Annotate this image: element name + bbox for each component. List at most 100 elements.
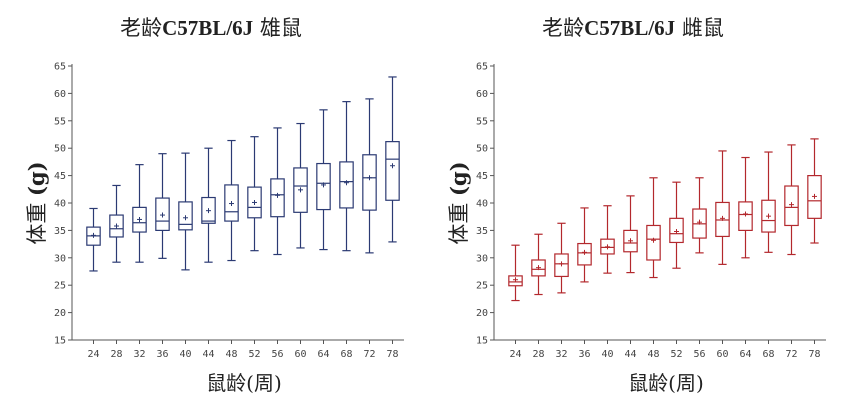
- y-tick-label: 35: [54, 226, 66, 237]
- y-tick-label: 20: [476, 308, 488, 319]
- iqr-box: [270, 178, 285, 218]
- x-axis-label: 鼠龄(周): [206, 371, 282, 395]
- box-40: [178, 152, 193, 271]
- box-64: [316, 109, 331, 251]
- box-44: [623, 195, 638, 274]
- title-suffix: 雄鼠: [253, 16, 302, 40]
- box-44: [201, 147, 216, 263]
- chart-title: 老龄C57BL/6J 雄鼠: [0, 12, 422, 42]
- box-52: [247, 136, 262, 252]
- box-64: [738, 156, 753, 259]
- x-tick-label: 44: [624, 349, 636, 360]
- x-tick-label: 68: [762, 349, 774, 360]
- box-72: [362, 98, 377, 254]
- x-tick-label: 78: [808, 349, 820, 360]
- x-tick-label: 44: [202, 349, 214, 360]
- x-tick-label: 24: [87, 349, 99, 360]
- y-tick-label: 60: [476, 89, 488, 100]
- x-tick-label: 32: [555, 349, 567, 360]
- box-48: [224, 139, 239, 262]
- x-tick-label: 72: [785, 349, 797, 360]
- iqr-box: [247, 186, 262, 219]
- y-axis-label: 体重 (g): [446, 161, 471, 244]
- y-tick-label: 30: [54, 253, 66, 264]
- y-tick-label: 25: [476, 281, 488, 292]
- box-40: [600, 205, 615, 274]
- box-36: [577, 207, 592, 283]
- x-tick-label: 32: [133, 349, 145, 360]
- box-60: [715, 150, 730, 265]
- box-78: [385, 76, 400, 243]
- y-axis-label-text: 体重: [447, 196, 471, 245]
- title-strain: C57BL/6J: [584, 16, 676, 40]
- y-axis-label-text: 体重: [25, 196, 49, 245]
- iqr-box: [508, 275, 523, 287]
- y-tick-label: 35: [476, 226, 488, 237]
- x-tick-label: 64: [739, 349, 751, 360]
- y-tick-label: 40: [476, 199, 488, 210]
- iqr-box: [293, 167, 308, 213]
- iqr-box: [554, 253, 569, 278]
- iqr-box: [132, 206, 147, 233]
- y-tick-label: 60: [54, 89, 66, 100]
- x-tick-label: 78: [386, 349, 398, 360]
- x-tick-label: 40: [601, 349, 613, 360]
- y-tick-label: 55: [54, 116, 66, 127]
- box-28: [531, 233, 546, 296]
- x-tick-label: 48: [225, 349, 237, 360]
- title-prefix: 老龄: [120, 16, 163, 40]
- y-tick-label: 45: [54, 171, 66, 182]
- x-tick-label: 52: [670, 349, 682, 360]
- box-32: [132, 164, 147, 263]
- box-72: [784, 144, 799, 256]
- iqr-box: [201, 196, 216, 224]
- y-tick-label: 65: [54, 62, 66, 73]
- iqr-box: [339, 161, 354, 209]
- y-tick-label: 55: [476, 116, 488, 127]
- iqr-box: [669, 217, 684, 244]
- x-tick-label: 52: [248, 349, 260, 360]
- box-32: [554, 222, 569, 294]
- box-78: [807, 138, 822, 244]
- x-tick-label: 36: [156, 349, 168, 360]
- x-tick-label: 60: [294, 349, 306, 360]
- box-24: [508, 244, 523, 302]
- iqr-box: [316, 162, 331, 211]
- x-tick-label: 60: [716, 349, 728, 360]
- y-tick-label: 15: [476, 336, 488, 347]
- x-tick-label: 36: [578, 349, 590, 360]
- x-tick-label: 56: [271, 349, 283, 360]
- x-tick-label: 28: [110, 349, 122, 360]
- x-tick-label: 56: [693, 349, 705, 360]
- iqr-box: [807, 175, 822, 219]
- x-tick-label: 28: [532, 349, 544, 360]
- chart-title: 老龄C57BL/6J 雌鼠: [422, 12, 844, 42]
- box-56: [270, 127, 285, 256]
- iqr-box: [224, 184, 239, 222]
- y-tick-label: 15: [54, 336, 66, 347]
- box-56: [692, 177, 707, 254]
- title-strain: C57BL/6J: [162, 16, 254, 40]
- iqr-box: [362, 154, 377, 211]
- iqr-box: [600, 238, 615, 255]
- title-suffix: 雌鼠: [675, 16, 724, 40]
- box-28: [109, 184, 124, 263]
- iqr-box: [531, 259, 546, 277]
- x-tick-label: 64: [317, 349, 329, 360]
- x-tick-label: 72: [363, 349, 375, 360]
- y-axis-label-unit: (g): [446, 161, 471, 196]
- y-axis-label-unit: (g): [24, 161, 49, 196]
- y-tick-label: 65: [476, 62, 488, 73]
- iqr-box: [646, 224, 661, 261]
- iqr-box: [109, 214, 124, 238]
- y-tick-label: 20: [54, 308, 66, 319]
- box-24: [86, 207, 101, 272]
- title-prefix: 老龄: [542, 16, 585, 40]
- iqr-box: [178, 201, 193, 231]
- female-box-plot: 15 20 25 30 35 40 45 50 55 60 65 24 28 32 36 40 44 48 52 56…: [446, 62, 826, 395]
- box-68: [339, 101, 354, 252]
- iqr-box: [623, 229, 638, 253]
- y-tick-label: 50: [476, 144, 488, 155]
- box-48: [646, 177, 661, 279]
- y-tick-label: 25: [54, 281, 66, 292]
